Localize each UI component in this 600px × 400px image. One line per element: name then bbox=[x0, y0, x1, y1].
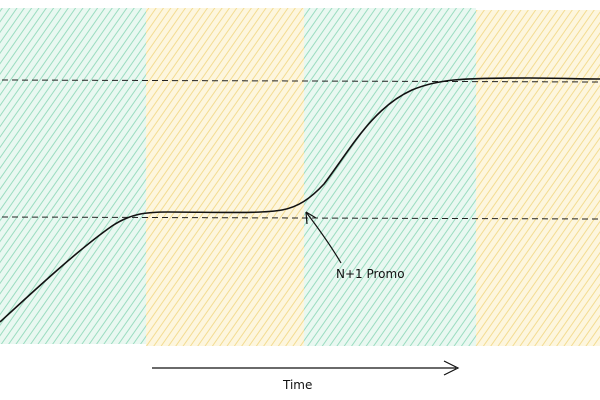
band-2-yellow bbox=[146, 8, 304, 346]
promo-arrow bbox=[305, 211, 342, 264]
promo-label: N+1 Promo bbox=[336, 267, 405, 281]
time-axis bbox=[152, 360, 460, 376]
time-axis-label: Time bbox=[282, 378, 312, 392]
band-4-yellow bbox=[476, 10, 600, 346]
band-3-green bbox=[304, 8, 476, 346]
band-1-green bbox=[0, 8, 146, 344]
growth-curve bbox=[0, 77, 600, 323]
